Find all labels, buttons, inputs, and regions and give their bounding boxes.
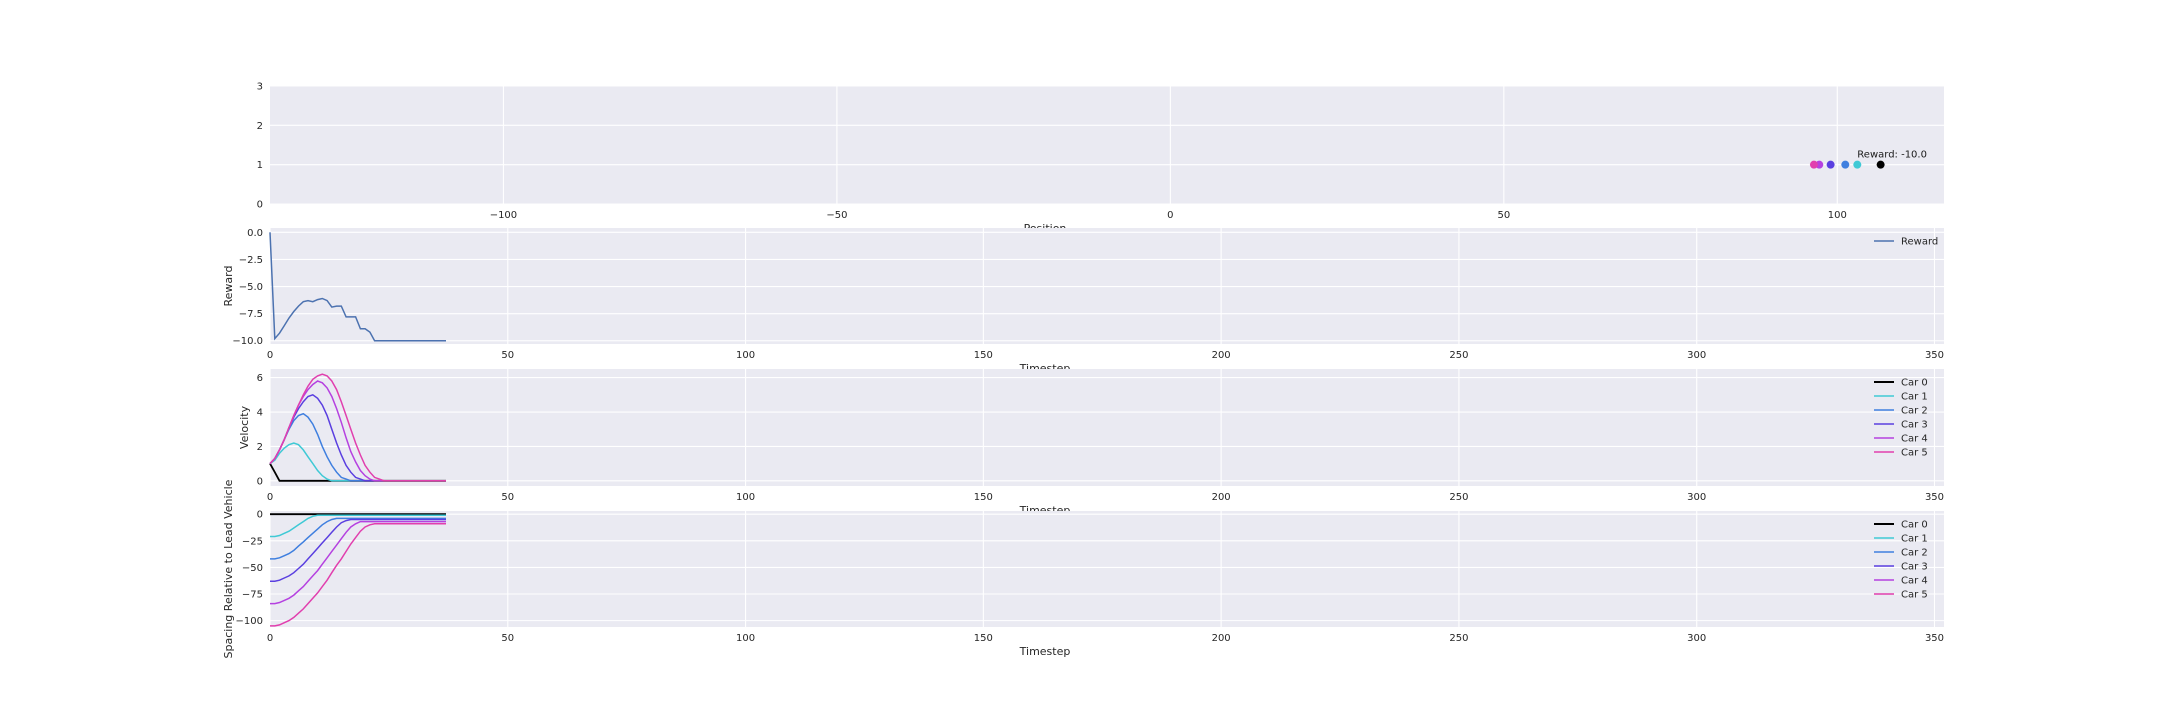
x-tick-label: 50 <box>1497 210 1510 221</box>
y-axis-label: Velocity <box>238 405 251 449</box>
x-tick-label: 200 <box>1212 492 1231 503</box>
series-line <box>269 232 446 342</box>
x-tick-label: 300 <box>1687 492 1706 503</box>
y-tick-label: 1 <box>257 160 263 171</box>
y-tick-label: −7.5 <box>239 309 263 320</box>
chart-4: 0 50 100 150 200 250 300 350 0 −25 −50 −75 −100 Times… <box>222 479 1944 658</box>
legend-label: Car 5 <box>1901 448 1928 459</box>
legend-label: Car 4 <box>1901 434 1928 445</box>
scatter-point <box>1876 160 1885 169</box>
y-axis-label: Spacing Relative to Lead Vehicle <box>222 479 235 658</box>
y-tick-label: 2 <box>257 121 263 132</box>
x-tick-label: 100 <box>736 350 755 361</box>
y-tick-label: 0 <box>257 476 263 487</box>
y-tick-label: −100 <box>236 616 263 627</box>
y-tick-label: 6 <box>257 373 263 384</box>
series-line <box>270 518 446 582</box>
x-tick-label: 250 <box>1449 350 1468 361</box>
x-tick-label: 50 <box>501 350 514 361</box>
legend-label: Reward <box>1901 237 1938 248</box>
legend-label: Car 0 <box>1901 520 1928 531</box>
x-tick-label: 100 <box>736 633 755 644</box>
scatter-point <box>1841 160 1850 169</box>
series-line <box>270 514 446 538</box>
x-tick-label: 250 <box>1449 633 1468 644</box>
x-tick-label: 0 <box>267 350 273 361</box>
x-tick-label: 250 <box>1449 492 1468 503</box>
x-tick-label: 0 <box>1167 210 1173 221</box>
chart-1: −100−500501000123PositionReward: -10.0 <box>257 82 1944 235</box>
scatter-point <box>1853 160 1862 169</box>
x-tick-label: 350 <box>1925 492 1944 503</box>
y-tick-label: −50 <box>242 563 263 574</box>
x-axis-label: Timestep <box>1019 645 1071 658</box>
x-tick-label: 150 <box>974 350 993 361</box>
y-tick-label: 0.0 <box>247 228 263 239</box>
legend-label: Car 4 <box>1901 576 1928 587</box>
series-line <box>269 373 446 482</box>
x-tick-label: 0 <box>267 633 273 644</box>
reward-annotation: Reward: -10.0 <box>1857 150 1927 161</box>
x-tick-label: −100 <box>490 210 517 221</box>
plot-area <box>270 369 1944 486</box>
legend-label: Car 3 <box>1901 420 1928 431</box>
y-tick-label: 4 <box>257 408 263 419</box>
legend-label: Car 0 <box>1901 378 1928 389</box>
x-tick-label: 100 <box>736 492 755 503</box>
x-tick-label: 350 <box>1925 350 1944 361</box>
x-tick-label: 200 <box>1212 350 1231 361</box>
x-tick-label: 200 <box>1212 633 1231 644</box>
y-tick-label: 0 <box>257 200 263 211</box>
y-tick-label: −10.0 <box>232 336 263 347</box>
scatter-point <box>1809 160 1818 169</box>
plot-area <box>270 86 1944 204</box>
legend-label: Car 2 <box>1901 548 1928 559</box>
legend-label: Car 1 <box>1901 534 1928 545</box>
x-tick-label: 150 <box>974 633 993 644</box>
x-tick-label: 300 <box>1687 633 1706 644</box>
y-tick-label: −75 <box>242 590 263 601</box>
x-tick-label: 0 <box>267 492 273 503</box>
x-tick-label: 50 <box>501 633 514 644</box>
y-tick-label: 3 <box>257 82 263 93</box>
y-tick-label: 2 <box>257 442 263 453</box>
scatter-point <box>1826 160 1835 169</box>
legend-label: Car 1 <box>1901 392 1928 403</box>
y-tick-label: −2.5 <box>239 255 263 266</box>
x-tick-label: −50 <box>826 210 847 221</box>
y-tick-label: −5.0 <box>239 282 263 293</box>
y-tick-label: 0 <box>257 510 263 521</box>
x-tick-label: 300 <box>1687 350 1706 361</box>
legend-label: Car 5 <box>1901 590 1928 601</box>
x-tick-label: 50 <box>501 492 514 503</box>
plot-area <box>270 511 1944 627</box>
legend-label: Car 3 <box>1901 562 1928 573</box>
chart-2: 0 50 100 150 200 250 300 350 0.0 −2.5 −5.0 −7.5 −10.… <box>222 228 1944 375</box>
legend-label: Car 2 <box>1901 406 1928 417</box>
y-axis-label: Reward <box>222 266 235 307</box>
x-tick-label: 150 <box>974 492 993 503</box>
series-line <box>270 523 446 627</box>
x-tick-label: 350 <box>1925 633 1944 644</box>
x-tick-label: 100 <box>1828 210 1847 221</box>
series-line <box>270 517 446 560</box>
y-tick-label: −25 <box>242 536 263 547</box>
series-line <box>270 520 446 605</box>
chart-3: 0 50 100 150 200 250 300 3500246TimestepVelocit… <box>238 369 1944 517</box>
